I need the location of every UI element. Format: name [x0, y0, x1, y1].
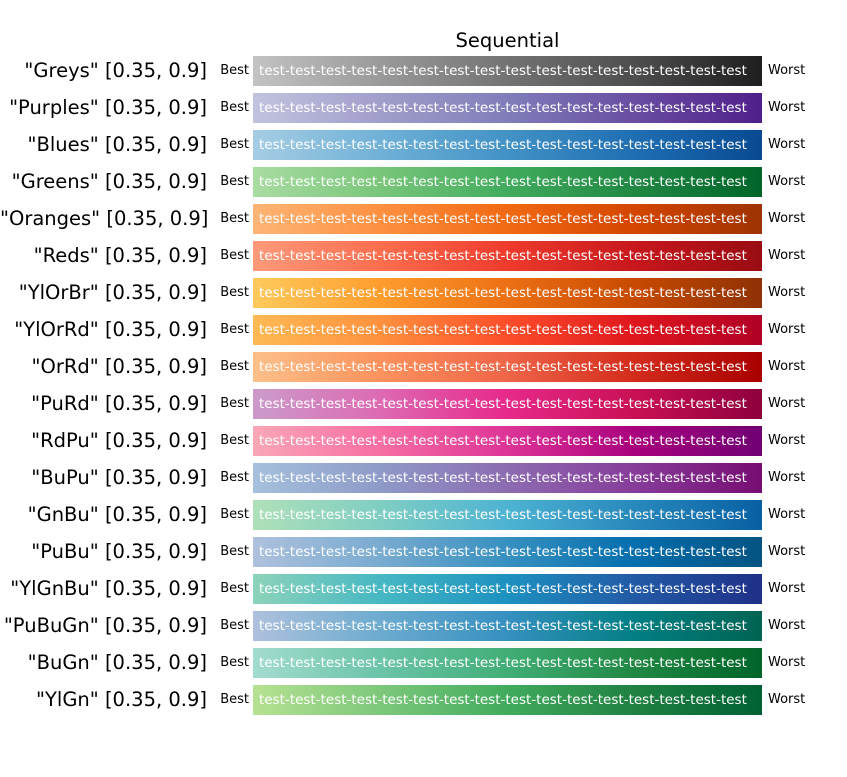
bar-sample-text: test-test-test-test-test-test-test-test-…: [259, 211, 747, 227]
bar-sample-text: test-test-test-test-test-test-test-test-…: [259, 63, 747, 79]
best-label: Best: [220, 470, 249, 485]
worst-label: Worst: [768, 581, 806, 596]
bar-sample-text: test-test-test-test-test-test-test-test-…: [259, 396, 747, 412]
colormap-bar-Reds: test-test-test-test-test-test-test-test-…: [253, 241, 762, 271]
colormap-bar-Greens: test-test-test-test-test-test-test-test-…: [253, 167, 762, 197]
colormap-bar-Oranges: test-test-test-test-test-test-test-test-…: [253, 204, 762, 234]
colormap-label-BuGn: "BuGn" [0.35, 0.9]: [27, 651, 207, 674]
colormap-label-Reds: "Reds" [0.35, 0.9]: [33, 244, 207, 267]
colormap-label-OrRd: "OrRd" [0.35, 0.9]: [31, 355, 207, 378]
best-label: Best: [220, 322, 249, 337]
best-label: Best: [220, 63, 249, 78]
colormap-label-Purples: "Purples" [0.35, 0.9]: [9, 96, 207, 119]
worst-label: Worst: [768, 470, 806, 485]
colormap-bar-YlOrBr: test-test-test-test-test-test-test-test-…: [253, 278, 762, 308]
best-label: Best: [220, 396, 249, 411]
colormap-bar-BuGn: test-test-test-test-test-test-test-test-…: [253, 648, 762, 678]
worst-label: Worst: [768, 433, 806, 448]
worst-label: Worst: [768, 174, 806, 189]
bar-sample-text: test-test-test-test-test-test-test-test-…: [259, 470, 747, 486]
best-label: Best: [220, 359, 249, 374]
best-label: Best: [220, 137, 249, 152]
colormap-label-PuRd: "PuRd" [0.35, 0.9]: [31, 392, 207, 415]
colormap-label-YlGn: "YlGn" [0.35, 0.9]: [36, 688, 207, 711]
worst-label: Worst: [768, 544, 806, 559]
colormap-bar-Blues: test-test-test-test-test-test-test-test-…: [253, 130, 762, 160]
bar-sample-text: test-test-test-test-test-test-test-test-…: [259, 433, 747, 449]
colormap-label-RdPu: "RdPu" [0.35, 0.9]: [31, 429, 207, 452]
colormap-bar-GnBu: test-test-test-test-test-test-test-test-…: [253, 500, 762, 530]
worst-label: Worst: [768, 507, 806, 522]
figure-title: Sequential: [455, 29, 560, 52]
colormap-bar-YlOrRd: test-test-test-test-test-test-test-test-…: [253, 315, 762, 345]
worst-label: Worst: [768, 359, 806, 374]
bar-sample-text: test-test-test-test-test-test-test-test-…: [259, 100, 747, 116]
colormap-bar-YlGnBu: test-test-test-test-test-test-test-test-…: [253, 574, 762, 604]
colormap-label-Oranges: "Oranges" [0.35, 0.9]: [0, 207, 209, 230]
bar-sample-text: test-test-test-test-test-test-test-test-…: [259, 507, 747, 523]
worst-label: Worst: [768, 248, 806, 263]
colormap-bar-PuRd: test-test-test-test-test-test-test-test-…: [253, 389, 762, 419]
colormap-label-Blues: "Blues" [0.35, 0.9]: [27, 133, 208, 156]
worst-label: Worst: [768, 396, 806, 411]
colormap-bar-OrRd: test-test-test-test-test-test-test-test-…: [253, 352, 762, 382]
colormap-label-Greys: "Greys" [0.35, 0.9]: [24, 59, 207, 82]
colormap-bar-YlGn: test-test-test-test-test-test-test-test-…: [253, 685, 762, 715]
bar-sample-text: test-test-test-test-test-test-test-test-…: [259, 581, 747, 597]
bar-sample-text: test-test-test-test-test-test-test-test-…: [259, 248, 747, 264]
best-label: Best: [220, 655, 249, 670]
worst-label: Worst: [768, 63, 806, 78]
colormap-bar-PuBuGn: test-test-test-test-test-test-test-test-…: [253, 611, 762, 641]
best-label: Best: [220, 692, 249, 707]
worst-label: Worst: [768, 100, 806, 115]
bar-sample-text: test-test-test-test-test-test-test-test-…: [259, 618, 747, 634]
worst-label: Worst: [768, 655, 806, 670]
colormap-label-YlOrRd: "YlOrRd" [0.35, 0.9]: [14, 318, 207, 341]
worst-label: Worst: [768, 285, 806, 300]
best-label: Best: [220, 285, 249, 300]
bar-sample-text: test-test-test-test-test-test-test-test-…: [259, 359, 747, 375]
bar-sample-text: test-test-test-test-test-test-test-test-…: [259, 655, 747, 671]
colormap-label-BuPu: "BuPu" [0.35, 0.9]: [31, 466, 207, 489]
colormap-label-GnBu: "GnBu" [0.35, 0.9]: [27, 503, 207, 526]
colormap-bar-BuPu: test-test-test-test-test-test-test-test-…: [253, 463, 762, 493]
best-label: Best: [220, 174, 249, 189]
colormap-bar-PuBu: test-test-test-test-test-test-test-test-…: [253, 537, 762, 567]
best-label: Best: [220, 507, 249, 522]
colormap-bar-RdPu: test-test-test-test-test-test-test-test-…: [253, 426, 762, 456]
colormap-bar-Purples: test-test-test-test-test-test-test-test-…: [253, 93, 762, 123]
worst-label: Worst: [768, 692, 806, 707]
best-label: Best: [220, 581, 249, 596]
colormap-bar-Greys: test-test-test-test-test-test-test-test-…: [253, 56, 762, 86]
bar-sample-text: test-test-test-test-test-test-test-test-…: [259, 137, 747, 153]
bar-sample-text: test-test-test-test-test-test-test-test-…: [259, 544, 747, 560]
colormap-label-YlOrBr: "YlOrBr" [0.35, 0.9]: [18, 281, 207, 304]
colormap-label-YlGnBu: "YlGnBu" [0.35, 0.9]: [10, 577, 207, 600]
colormap-label-PuBu: "PuBu" [0.35, 0.9]: [31, 540, 207, 563]
worst-label: Worst: [768, 211, 806, 226]
best-label: Best: [220, 433, 249, 448]
bar-sample-text: test-test-test-test-test-test-test-test-…: [259, 322, 747, 338]
bar-sample-text: test-test-test-test-test-test-test-test-…: [259, 174, 747, 190]
worst-label: Worst: [768, 137, 806, 152]
best-label: Best: [220, 100, 249, 115]
best-label: Best: [220, 211, 249, 226]
worst-label: Worst: [768, 618, 806, 633]
colormap-label-PuBuGn: "PuBuGn" [0.35, 0.9]: [3, 614, 207, 637]
colormap-label-Greens: "Greens" [0.35, 0.9]: [11, 170, 207, 193]
best-label: Best: [220, 544, 249, 559]
bar-sample-text: test-test-test-test-test-test-test-test-…: [259, 285, 747, 301]
bar-sample-text: test-test-test-test-test-test-test-test-…: [259, 692, 747, 708]
worst-label: Worst: [768, 322, 806, 337]
best-label: Best: [220, 248, 249, 263]
best-label: Best: [220, 618, 249, 633]
